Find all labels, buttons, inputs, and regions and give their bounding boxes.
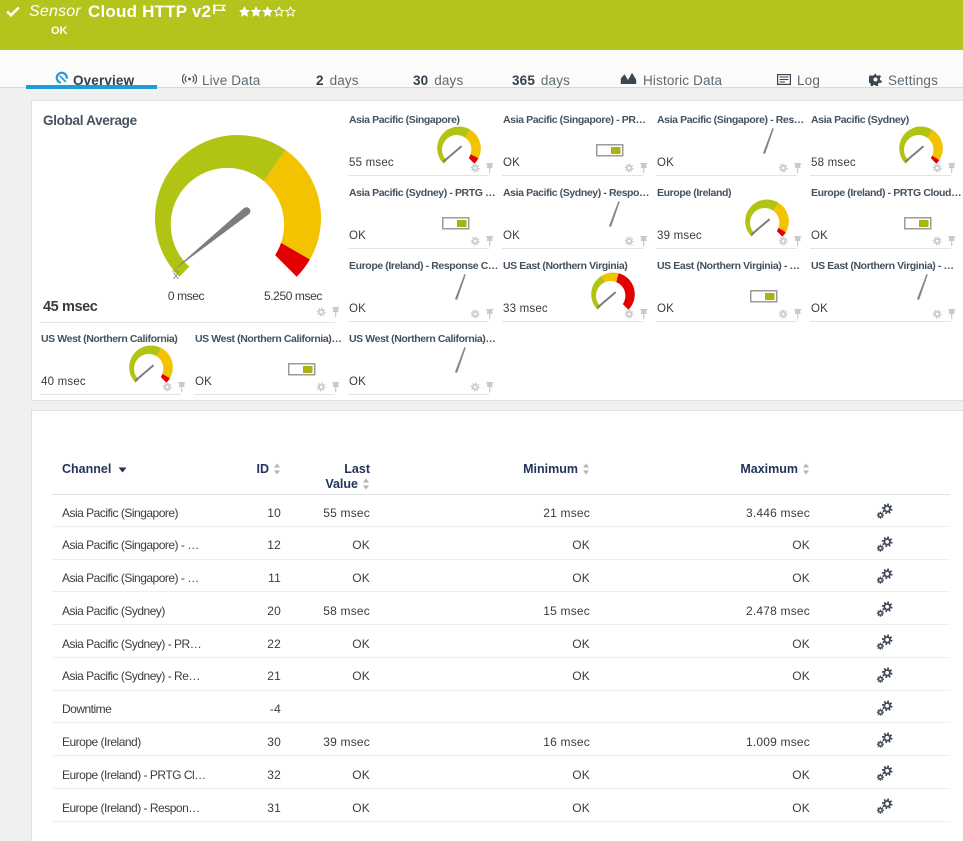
svg-text:x̅: x̅: [172, 268, 180, 282]
